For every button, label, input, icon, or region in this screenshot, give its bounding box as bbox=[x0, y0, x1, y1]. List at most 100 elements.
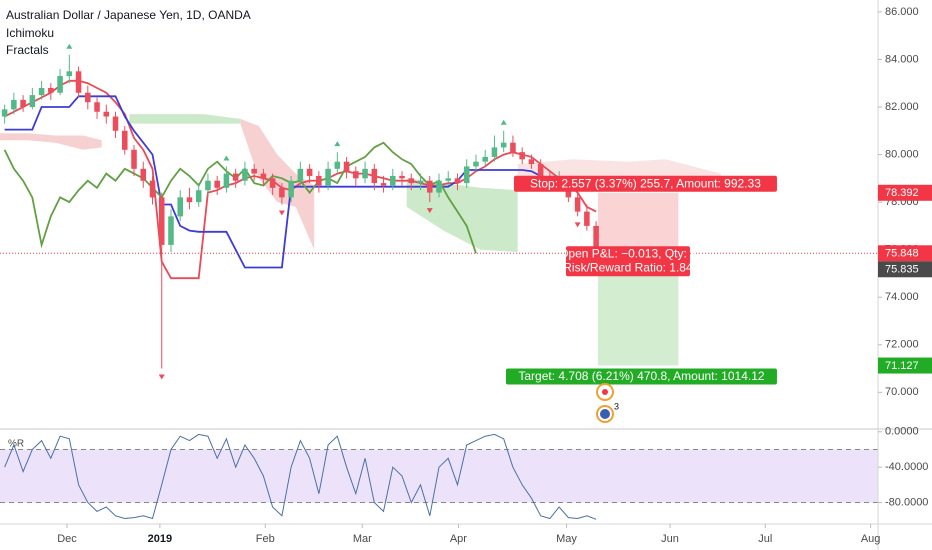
ichimoku-cloud bbox=[517, 159, 721, 179]
stop-label-box bbox=[513, 175, 777, 192]
target-label-box bbox=[505, 368, 777, 385]
candle-body bbox=[463, 166, 470, 184]
chart-title: Australian Dollar / Japanese Yen, 1D, OA… bbox=[6, 8, 251, 22]
oscillator-line bbox=[4, 433, 597, 520]
candle-body bbox=[251, 168, 257, 174]
indicator-label: %R bbox=[8, 439, 24, 450]
candle-body bbox=[445, 178, 452, 181]
target-label: Target: 4.708 (6.21%) 470.8, Amount: 101… bbox=[518, 369, 764, 383]
price-label: 78.392 bbox=[885, 187, 919, 199]
candle-body bbox=[1, 109, 8, 117]
y-tick-label: 80.000 bbox=[885, 148, 919, 160]
candle-body bbox=[140, 168, 147, 181]
candle-body bbox=[269, 178, 276, 188]
fractal-marker bbox=[574, 222, 581, 228]
stop-zone bbox=[597, 192, 679, 254]
candle-body bbox=[186, 197, 193, 203]
event-count: 3 bbox=[614, 401, 619, 411]
candle-body bbox=[94, 102, 100, 112]
candle-body bbox=[57, 76, 63, 93]
price-label: 75.835 bbox=[885, 264, 919, 276]
candle-body bbox=[195, 190, 202, 203]
candle-body bbox=[223, 173, 230, 188]
y-tick-label: 82.000 bbox=[885, 101, 919, 113]
y-tick-label: 74.000 bbox=[885, 291, 919, 303]
candle-body bbox=[482, 156, 488, 162]
candle-body bbox=[500, 142, 507, 148]
candle-body bbox=[131, 149, 137, 169]
plot-layer: Stop: 2.557 (3.37%) 255.7, Amount: 992.3… bbox=[0, 43, 878, 520]
fractal-marker bbox=[223, 155, 230, 161]
candle-body bbox=[121, 130, 128, 150]
candle-body bbox=[260, 173, 267, 179]
event-globe bbox=[600, 409, 610, 419]
fractal-marker bbox=[278, 210, 285, 216]
x-tick-label: Mar bbox=[353, 533, 372, 545]
legend-entry: Fractals bbox=[6, 43, 49, 57]
candle-body bbox=[593, 225, 599, 254]
candle-body bbox=[149, 180, 156, 198]
x-tick-label: Dec bbox=[57, 533, 77, 545]
y-tick-label: 72.000 bbox=[885, 339, 919, 351]
candle-body bbox=[390, 175, 396, 186]
candle-body bbox=[537, 164, 544, 176]
candle-body bbox=[528, 159, 535, 165]
candle-body bbox=[334, 161, 341, 169]
candle-body bbox=[38, 87, 45, 96]
candle-body bbox=[574, 197, 581, 212]
candle-body bbox=[48, 87, 54, 93]
x-tick-label: Feb bbox=[256, 533, 275, 545]
candle-body bbox=[371, 168, 378, 184]
candle-body bbox=[510, 142, 516, 153]
pnl-label: Open P&L: −0.013, Qty: 3 bbox=[559, 246, 697, 260]
candle-body bbox=[436, 180, 442, 193]
fractal-marker bbox=[500, 119, 507, 125]
candle-body bbox=[214, 180, 220, 188]
price-label-box bbox=[878, 261, 932, 278]
x-tick-label: Aug bbox=[861, 533, 881, 545]
candle-body bbox=[20, 99, 26, 107]
candle-body bbox=[297, 168, 304, 181]
candle-body bbox=[454, 178, 461, 184]
fractal-marker bbox=[158, 374, 165, 380]
candle-body bbox=[426, 180, 433, 193]
candle-body bbox=[417, 180, 424, 184]
x-tick-label: Jul bbox=[758, 533, 772, 545]
indicator-line bbox=[3, 141, 477, 254]
ichimoku-cloud bbox=[0, 133, 102, 150]
candle-body bbox=[158, 197, 165, 245]
fractal-marker bbox=[66, 43, 73, 49]
candle-body bbox=[168, 216, 174, 245]
y-tick-label: 70.000 bbox=[885, 386, 919, 398]
candle-body bbox=[408, 178, 415, 184]
candle-body bbox=[519, 152, 525, 160]
event-dot bbox=[602, 389, 608, 395]
candle-body bbox=[473, 161, 479, 167]
candle-body bbox=[399, 175, 405, 179]
candle-body bbox=[362, 168, 368, 179]
x-tick-label: Jun bbox=[661, 533, 679, 545]
candle-body bbox=[66, 71, 73, 77]
candle-body bbox=[242, 168, 248, 181]
price-label: 71.127 bbox=[885, 360, 919, 372]
indicator-line bbox=[4, 95, 597, 269]
candle-body bbox=[288, 180, 294, 198]
y-tick-label: -80.0000 bbox=[885, 496, 928, 508]
y-tick-label: 86.000 bbox=[885, 6, 919, 18]
ichimoku-cloud bbox=[129, 114, 241, 124]
fractal-marker bbox=[426, 208, 433, 214]
pnl-box bbox=[565, 246, 690, 277]
candle-body bbox=[11, 99, 17, 110]
band-fill bbox=[0, 449, 878, 503]
candle-body bbox=[325, 168, 331, 186]
price-label-box bbox=[878, 245, 932, 262]
candle-body bbox=[279, 187, 285, 198]
candle-body bbox=[584, 211, 590, 226]
stop-label: Stop: 2.557 (3.37%) 255.7, Amount: 992.3… bbox=[530, 176, 761, 190]
x-tick-label: May bbox=[556, 533, 577, 545]
candle-body bbox=[85, 92, 91, 103]
y-tick-label: 84.000 bbox=[885, 53, 919, 65]
x-tick-label: 2019 bbox=[148, 533, 172, 545]
candle-body bbox=[491, 147, 498, 157]
